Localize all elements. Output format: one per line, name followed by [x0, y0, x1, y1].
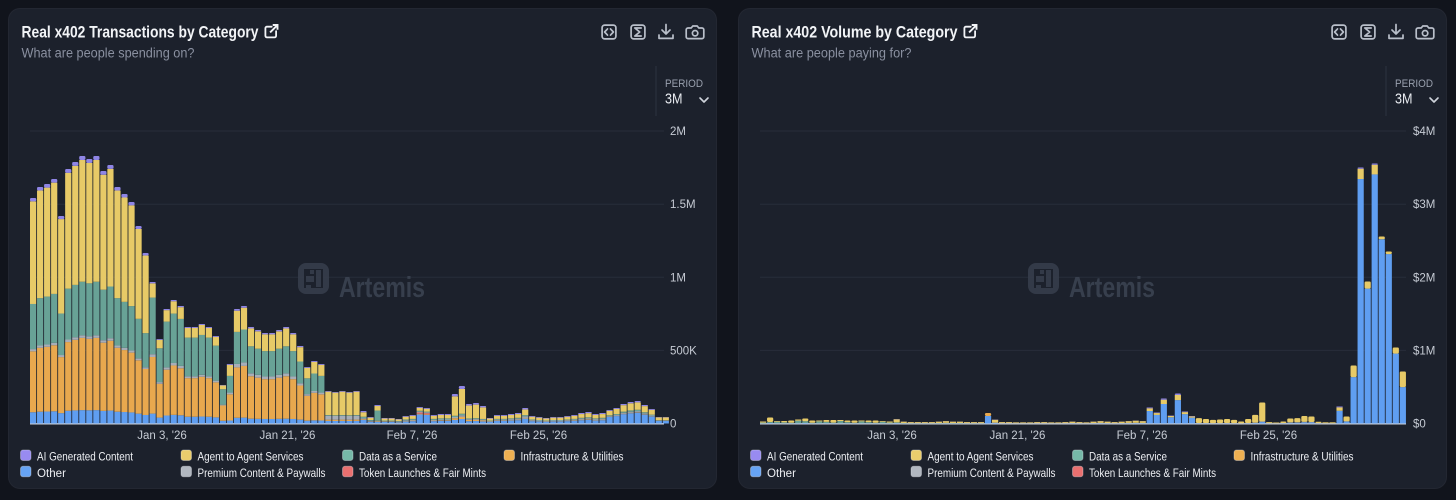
svg-text:What are people spending on?: What are people spending on? [22, 46, 195, 61]
svg-text:Feb 25, '26: Feb 25, '26 [510, 430, 567, 442]
svg-text:Infrastructure & Utilities: Infrastructure & Utilities [1251, 450, 1354, 464]
svg-text:$4M: $4M [1413, 126, 1435, 138]
svg-text:Feb 7, '26: Feb 7, '26 [1117, 430, 1168, 442]
svg-text:3M: 3M [1395, 92, 1413, 108]
svg-text:2M: 2M [670, 126, 686, 138]
svg-text:500K: 500K [670, 345, 697, 357]
svg-text:What are people paying for?: What are people paying for? [752, 46, 912, 61]
svg-text:Jan 21, '26: Jan 21, '26 [990, 430, 1046, 442]
svg-text:Premium Content & Paywalls: Premium Content & Paywalls [198, 466, 326, 480]
svg-text:$1M: $1M [1413, 345, 1435, 357]
svg-text:1.5M: 1.5M [670, 199, 696, 211]
svg-text:Feb 7, '26: Feb 7, '26 [387, 430, 438, 442]
svg-text:AI Generated Content: AI Generated Content [767, 450, 863, 464]
svg-text:Artemis: Artemis [339, 272, 425, 304]
svg-text:Real x402 Volume by Category: Real x402 Volume by Category [752, 24, 959, 42]
svg-text:1M: 1M [670, 272, 686, 284]
svg-text:PERIOD: PERIOD [665, 78, 703, 90]
svg-text:Other: Other [767, 466, 796, 480]
svg-text:Token Launches & Fair Mints: Token Launches & Fair Mints [359, 466, 486, 480]
svg-text:3M: 3M [665, 92, 683, 108]
svg-text:Other: Other [37, 466, 66, 480]
svg-text:Real x402 Transactions by Cate: Real x402 Transactions by Category [22, 24, 260, 42]
svg-text:0: 0 [670, 419, 676, 431]
svg-text:$3M: $3M [1413, 199, 1435, 211]
svg-text:$0: $0 [1413, 419, 1426, 431]
svg-text:Jan 3, '26: Jan 3, '26 [867, 430, 917, 442]
svg-text:Jan 21, '26: Jan 21, '26 [260, 430, 316, 442]
svg-text:Premium Content & Paywalls: Premium Content & Paywalls [928, 466, 1056, 480]
svg-text:Token Launches & Fair Mints: Token Launches & Fair Mints [1089, 466, 1216, 480]
svg-text:PERIOD: PERIOD [1395, 78, 1433, 90]
svg-text:Data as a Service: Data as a Service [359, 450, 437, 464]
svg-text:Feb 25, '26: Feb 25, '26 [1240, 430, 1297, 442]
svg-text:Jan 3, '26: Jan 3, '26 [137, 430, 187, 442]
svg-text:Infrastructure & Utilities: Infrastructure & Utilities [521, 450, 624, 464]
svg-text:Agent to Agent Services: Agent to Agent Services [928, 450, 1034, 464]
svg-text:AI Generated Content: AI Generated Content [37, 450, 133, 464]
svg-text:Artemis: Artemis [1069, 272, 1155, 304]
svg-text:$2M: $2M [1413, 272, 1435, 284]
svg-text:Data as a Service: Data as a Service [1089, 450, 1167, 464]
svg-text:Agent to Agent Services: Agent to Agent Services [198, 450, 304, 464]
